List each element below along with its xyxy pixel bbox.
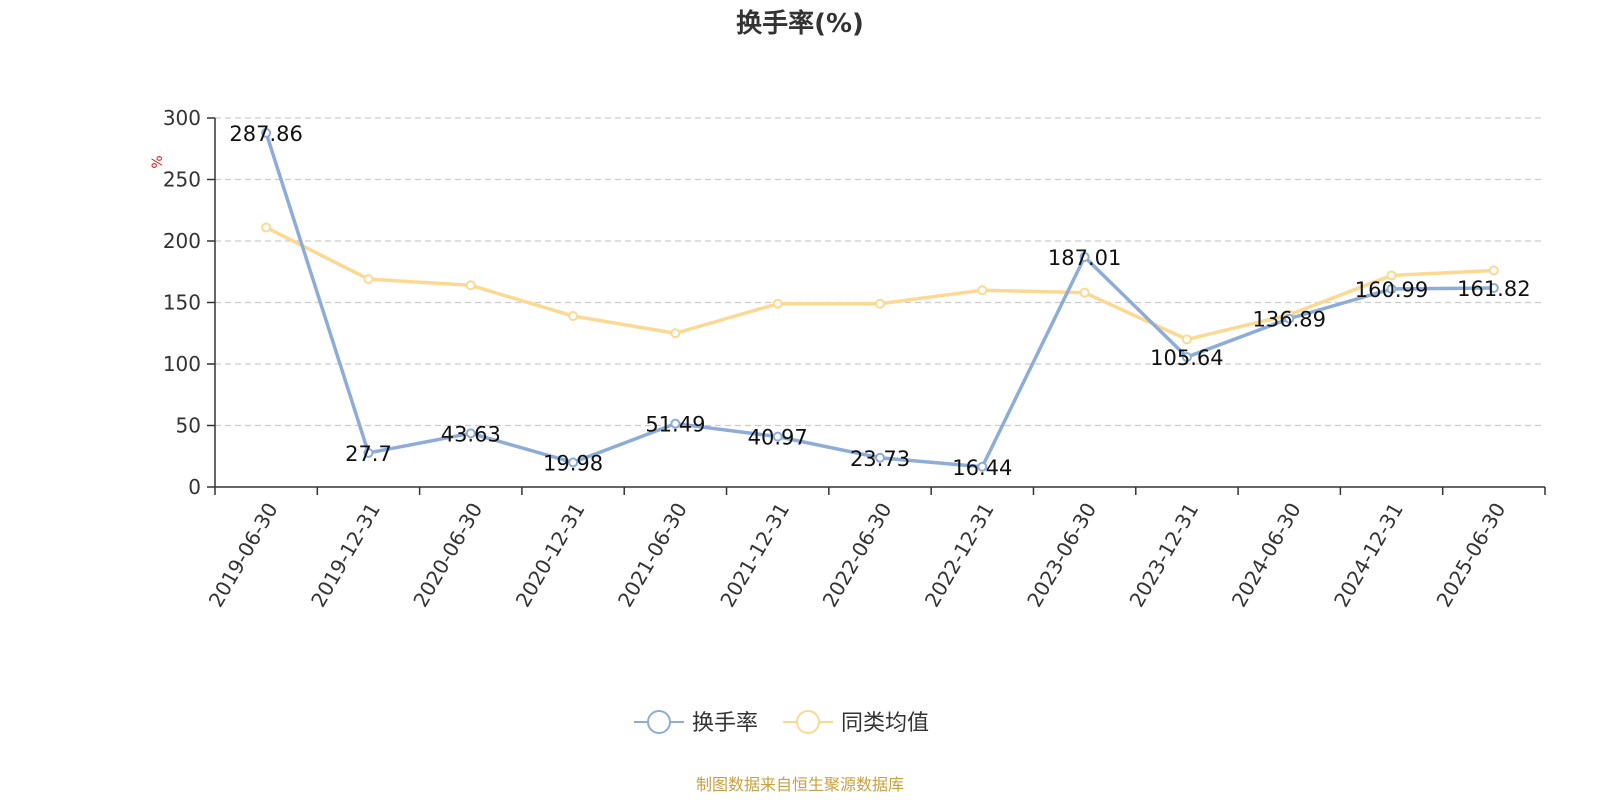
data-point <box>670 418 681 429</box>
legend-marker <box>647 710 671 734</box>
data-point <box>977 285 988 296</box>
data-point <box>1488 265 1499 276</box>
x-tick-label: 2023-06-30 <box>1022 499 1101 612</box>
y-tick-label: 150 <box>163 291 201 315</box>
y-tick-label: 250 <box>163 168 201 192</box>
data-label: 287.86 <box>229 122 302 146</box>
x-tick-label: 2019-06-30 <box>204 499 283 612</box>
data-label: 136.89 <box>1252 308 1325 332</box>
x-tick-label: 2025-06-30 <box>1431 499 1510 612</box>
y-tick-label: 0 <box>188 475 201 499</box>
data-label: 51.49 <box>645 413 705 437</box>
data-point <box>875 298 885 309</box>
data-point <box>568 311 579 322</box>
data-point <box>772 431 783 442</box>
data-label: 16.44 <box>952 456 1012 480</box>
data-label: 27.7 <box>345 442 392 466</box>
legend[interactable]: 换手率 同类均值 <box>634 710 929 736</box>
x-tick-label: 2024-12-31 <box>1329 499 1408 612</box>
y-tick-label: 100 <box>163 352 201 376</box>
grid-lines <box>215 117 1545 427</box>
data-point <box>465 428 476 439</box>
data-point <box>261 127 272 138</box>
data-point <box>568 457 579 468</box>
x-tick-label: 2019-12-31 <box>306 499 385 612</box>
data-point <box>1386 270 1397 281</box>
x-tick-label: 2024-06-30 <box>1227 499 1306 612</box>
y-axis-unit: % <box>150 155 166 168</box>
axes: 0 50 100 150 200 250 300 2019-06-30 2019-12-31 20… <box>163 106 1546 612</box>
data-label: 160.99 <box>1355 278 1428 302</box>
data-label: 105.64 <box>1150 346 1223 370</box>
data-point <box>772 298 783 309</box>
x-tick-label: 2022-12-31 <box>920 498 999 611</box>
series-lines <box>261 127 1499 472</box>
data-point <box>1079 287 1090 298</box>
data-label: 43.63 <box>441 422 501 446</box>
chart-title: 换手率(%) <box>736 8 864 39</box>
data-label: 19.98 <box>543 451 603 475</box>
legend-label: 换手率 <box>692 711 758 736</box>
data-label: 161.82 <box>1457 277 1530 301</box>
data-point <box>1181 334 1192 345</box>
legend-item-1[interactable]: 同类均值 <box>783 710 929 736</box>
y-tick-label: 200 <box>163 229 201 253</box>
legend-item-0[interactable]: 换手率 <box>634 710 758 736</box>
data-labels: 287.86 27.7 43.63 19.98 51.49 40.97 23.73 16.44… <box>229 122 1530 480</box>
y-tick-label: 50 <box>176 414 201 438</box>
data-label: 187.01 <box>1048 246 1121 270</box>
data-point <box>1488 282 1499 293</box>
x-tick-label: 2022-06-30 <box>818 499 897 612</box>
data-point <box>977 461 988 472</box>
data-point <box>1181 352 1192 363</box>
data-label: 23.73 <box>850 447 910 471</box>
x-tick-label: 2020-12-31 <box>511 499 590 612</box>
data-point <box>261 222 272 233</box>
x-tick-label: 2020-06-30 <box>408 499 487 612</box>
legend-marker <box>796 710 820 734</box>
data-point <box>363 447 374 458</box>
data-point <box>1079 251 1090 262</box>
data-point <box>363 274 374 285</box>
data-point <box>465 280 476 291</box>
data-point <box>875 452 885 463</box>
x-tick-label: 2023-12-31 <box>1124 499 1203 612</box>
x-tick-label: 2021-12-31 <box>715 499 794 612</box>
source-note: 制图数据来自恒生聚源数据库 <box>696 775 904 794</box>
y-tick-label: 300 <box>163 106 201 130</box>
x-tick-label: 2021-06-30 <box>613 499 692 612</box>
data-label: 40.97 <box>748 426 808 450</box>
data-point <box>1284 313 1295 324</box>
data-point <box>670 328 681 339</box>
legend-label: 同类均值 <box>841 711 929 736</box>
data-point <box>1386 283 1397 294</box>
